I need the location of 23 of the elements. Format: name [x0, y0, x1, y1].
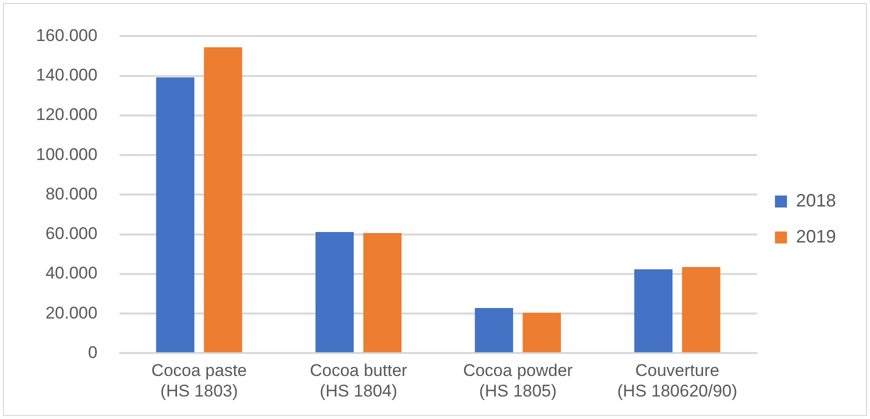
x-tick-label: Cocoa paste (HS 1803) [151, 361, 247, 400]
y-tick-label: 60.000 [45, 224, 98, 244]
y-tick-label: 140.000 [36, 66, 98, 85]
bar [522, 312, 561, 352]
y-tick-label: 160.000 [36, 26, 98, 45]
legend-label: 2019 [796, 226, 836, 246]
bar [156, 77, 194, 352]
y-tick-label: 100.000 [36, 144, 98, 164]
x-tick-label: Cocoa powder (HS 1805) [463, 361, 574, 400]
y-tick-label: 40.000 [45, 264, 98, 283]
y-tick-label: 120.000 [36, 105, 98, 124]
y-tick-label: 0 [88, 342, 98, 362]
legend-label: 2018 [796, 190, 836, 210]
y-tick-label: 80.000 [45, 184, 98, 204]
x-tick-label: Couverture (HS 180620/90) [617, 361, 738, 400]
bar [204, 47, 242, 352]
bar [682, 267, 720, 352]
bar [315, 232, 354, 352]
y-tick-label: 20.000 [45, 303, 98, 322]
bar [474, 308, 514, 352]
x-tick-label: Cocoa butter (HS 1804) [310, 361, 408, 400]
bar [363, 232, 402, 352]
bar [634, 269, 672, 352]
